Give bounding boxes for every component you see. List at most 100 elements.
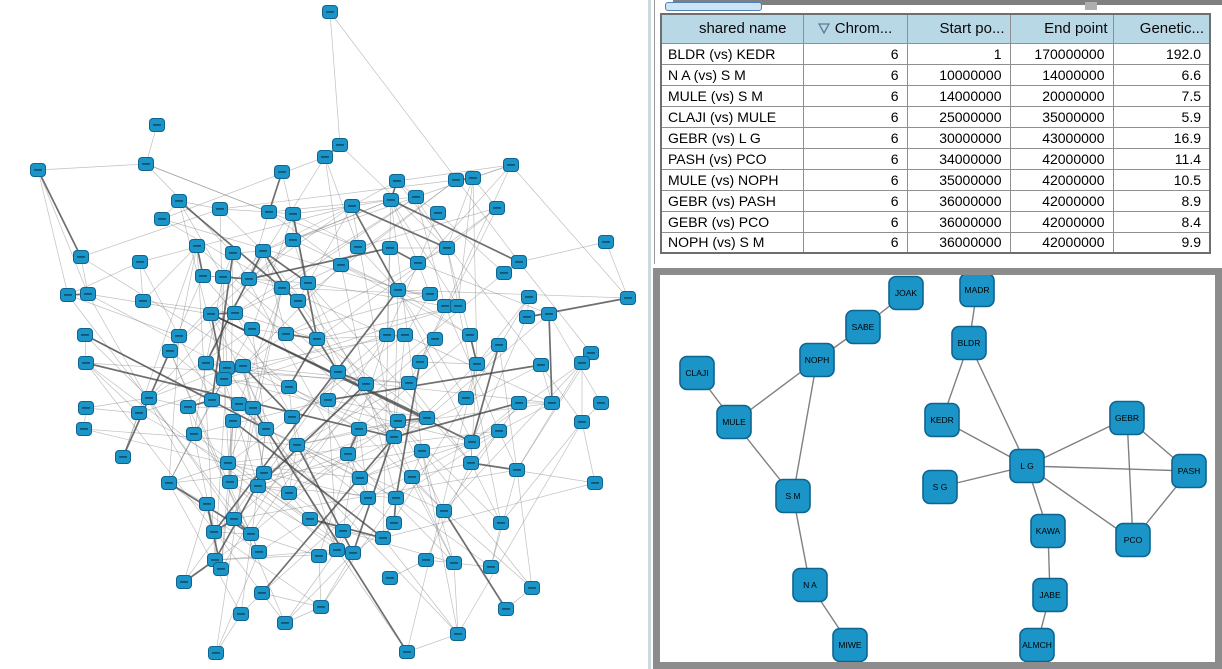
graph-node[interactable]	[255, 244, 271, 258]
column-header-start-po-[interactable]: Start po...	[906, 13, 1011, 44]
graph-node[interactable]	[439, 241, 455, 255]
graph-node[interactable]	[422, 287, 438, 301]
graph-node-SG[interactable]: S G	[922, 469, 958, 505]
graph-node[interactable]	[498, 602, 514, 616]
graph-node-GEBR[interactable]: GEBR	[1109, 400, 1145, 436]
graph-node[interactable]	[410, 256, 426, 270]
table-row[interactable]: NOPH (vs) S M 6 36000000 42000000 9.9	[660, 231, 1211, 254]
graph-node[interactable]	[243, 527, 259, 541]
graph-node-JABE[interactable]: JABE	[1032, 577, 1068, 613]
graph-node[interactable]	[180, 400, 196, 414]
graph-node-KEDR[interactable]: KEDR	[924, 402, 960, 438]
graph-node[interactable]	[80, 287, 96, 301]
graph-node[interactable]	[274, 281, 290, 295]
column-header-end-point[interactable]: End point	[1009, 13, 1114, 44]
graph-node-LG[interactable]: L G	[1009, 448, 1045, 484]
table-row[interactable]: GEBR (vs) PASH 6 36000000 42000000 8.9	[660, 189, 1211, 212]
table-row[interactable]: MULE (vs) NOPH 6 35000000 42000000 10.5	[660, 168, 1211, 191]
graph-node[interactable]	[216, 372, 232, 386]
graph-node[interactable]	[198, 356, 214, 370]
graph-node[interactable]	[388, 491, 404, 505]
graph-node[interactable]	[215, 270, 231, 284]
graph-node[interactable]	[509, 463, 525, 477]
graph-node[interactable]	[235, 359, 251, 373]
graph-node[interactable]	[138, 157, 154, 171]
graph-node[interactable]	[213, 562, 229, 576]
graph-node[interactable]	[132, 255, 148, 269]
graph-node[interactable]	[437, 299, 453, 313]
graph-node[interactable]	[464, 435, 480, 449]
graph-node[interactable]	[320, 393, 336, 407]
graph-node[interactable]	[302, 512, 318, 526]
graph-node[interactable]	[450, 627, 466, 641]
graph-node[interactable]	[317, 150, 333, 164]
table-row[interactable]: CLAJI (vs) MULE 6 25000000 35000000 5.9	[660, 105, 1211, 128]
graph-node[interactable]	[250, 479, 266, 493]
graph-node[interactable]	[332, 138, 348, 152]
graph-node[interactable]	[544, 396, 560, 410]
column-header-genetic-[interactable]: Genetic...	[1112, 13, 1211, 44]
graph-node[interactable]	[462, 328, 478, 342]
graph-node[interactable]	[419, 411, 435, 425]
graph-edge-LG-PCO[interactable]	[1026, 465, 1134, 541]
graph-node[interactable]	[430, 206, 446, 220]
table-row[interactable]: GEBR (vs) PCO 6 36000000 42000000 8.4	[660, 210, 1211, 233]
graph-node[interactable]	[436, 504, 452, 518]
scrollbar-end-piece[interactable]	[1085, 2, 1097, 10]
graph-node-PASH[interactable]: PASH	[1171, 453, 1207, 489]
graph-node[interactable]	[469, 357, 485, 371]
graph-node[interactable]	[418, 553, 434, 567]
graph-node[interactable]	[231, 397, 247, 411]
graph-node-JOAK[interactable]: JOAK	[888, 275, 924, 311]
graph-node[interactable]	[60, 288, 76, 302]
graph-node[interactable]	[285, 207, 301, 221]
graph-node-MULE[interactable]: MULE	[716, 404, 752, 440]
graph-node[interactable]	[383, 193, 399, 207]
graph-node[interactable]	[408, 190, 424, 204]
graph-node[interactable]	[322, 5, 338, 19]
graph-node-ALMCH[interactable]: ALMCH	[1019, 627, 1055, 663]
graph-node[interactable]	[256, 466, 272, 480]
graph-node[interactable]	[465, 171, 481, 185]
graph-edge-LG-PASH[interactable]	[1026, 465, 1190, 472]
graph-node[interactable]	[189, 239, 205, 253]
table-row[interactable]: N A (vs) S M 6 10000000 14000000 6.6	[660, 63, 1211, 86]
graph-node[interactable]	[412, 355, 428, 369]
graph-node[interactable]	[541, 307, 557, 321]
graph-node-KAWA[interactable]: KAWA	[1030, 513, 1066, 549]
graph-node[interactable]	[379, 328, 395, 342]
graph-node[interactable]	[427, 332, 443, 346]
filter-funnel-icon[interactable]	[817, 23, 830, 35]
graph-node[interactable]	[220, 456, 236, 470]
graph-node[interactable]	[76, 422, 92, 436]
graph-node[interactable]	[448, 173, 464, 187]
graph-node-SM[interactable]: S M	[775, 478, 811, 514]
graph-node[interactable]	[397, 328, 413, 342]
graph-node[interactable]	[176, 575, 192, 589]
graph-node[interactable]	[261, 205, 277, 219]
graph-node[interactable]	[574, 415, 590, 429]
graph-node[interactable]	[251, 545, 267, 559]
graph-node[interactable]	[574, 356, 590, 370]
graph-node[interactable]	[281, 380, 297, 394]
graph-node[interactable]	[483, 560, 499, 574]
graph-node[interactable]	[131, 406, 147, 420]
graph-node[interactable]	[350, 240, 366, 254]
graph-node[interactable]	[154, 212, 170, 226]
graph-node[interactable]	[222, 475, 238, 489]
graph-node[interactable]	[284, 410, 300, 424]
graph-node[interactable]	[620, 291, 636, 305]
graph-edge-GEBR-PCO[interactable]	[1126, 417, 1134, 541]
graph-node-CLAJI[interactable]: CLAJI	[679, 355, 715, 391]
graph-node[interactable]	[450, 299, 466, 313]
column-header-shared-name[interactable]: shared name	[660, 13, 804, 44]
graph-node[interactable]	[458, 391, 474, 405]
graph-node[interactable]	[493, 516, 509, 530]
graph-node[interactable]	[491, 338, 507, 352]
graph-node[interactable]	[333, 258, 349, 272]
graph-node[interactable]	[171, 194, 187, 208]
graph-node[interactable]	[521, 290, 537, 304]
graph-node-MIWE[interactable]: MIWE	[832, 627, 868, 663]
graph-node[interactable]	[463, 456, 479, 470]
graph-node[interactable]	[149, 118, 165, 132]
